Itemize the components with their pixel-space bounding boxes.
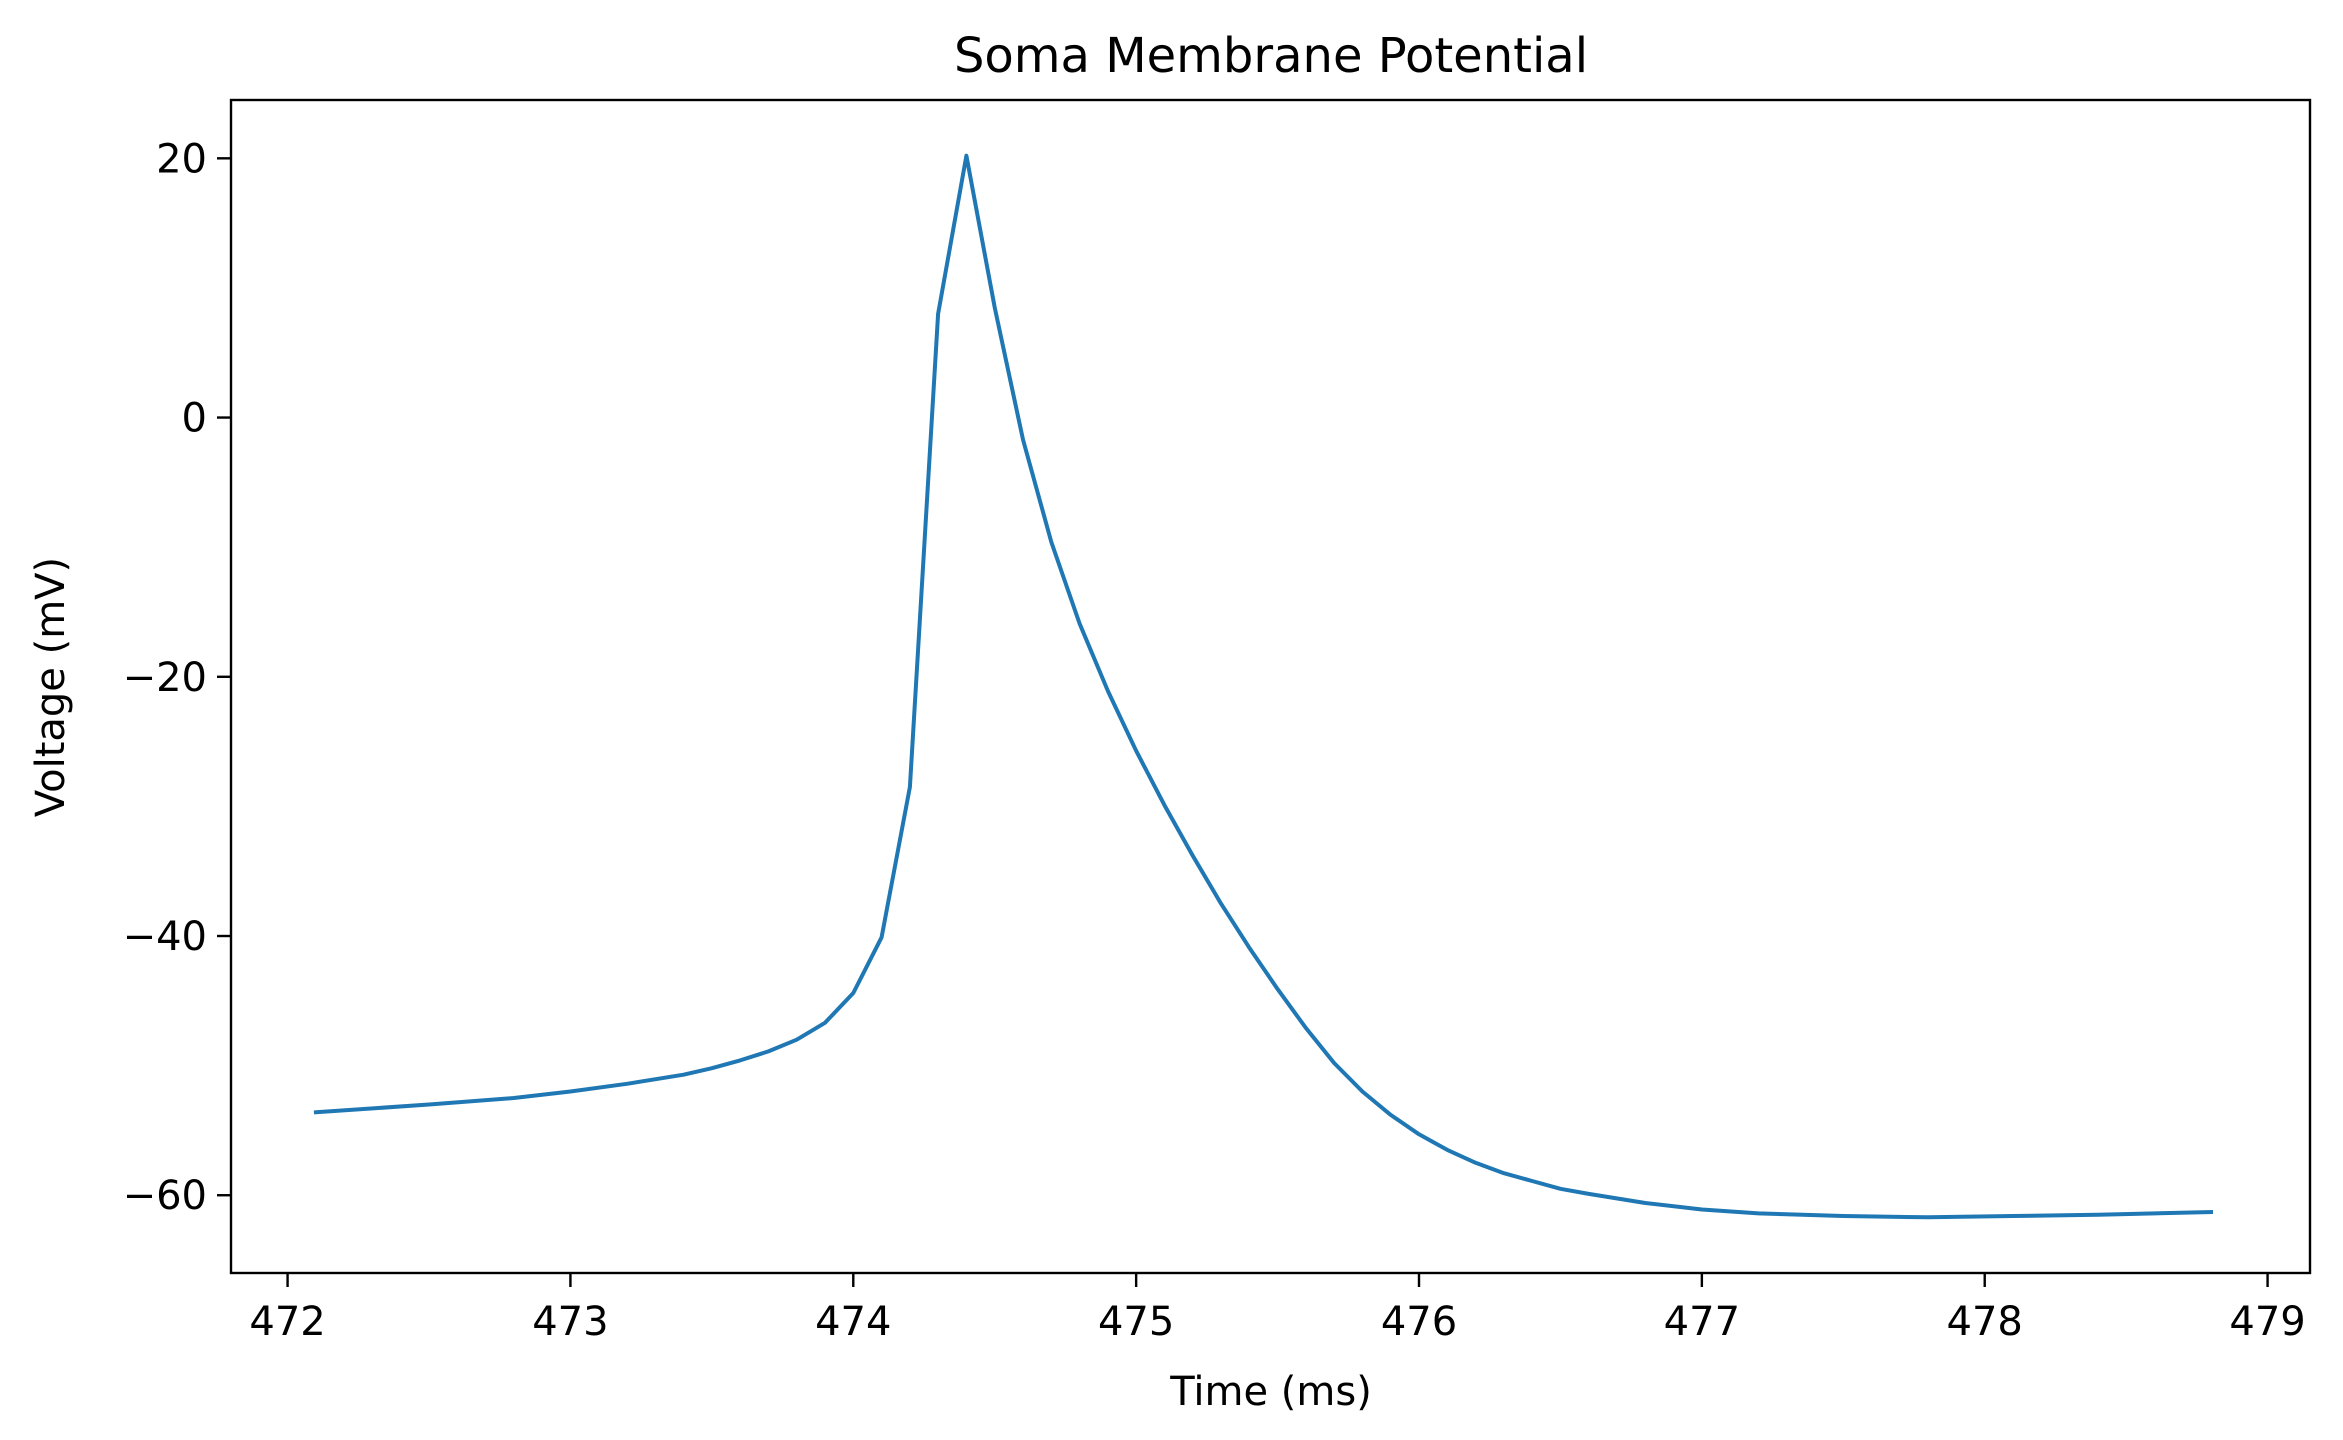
x-tick-label: 479 bbox=[2229, 1299, 2305, 1345]
x-tick-label: 477 bbox=[1664, 1299, 1740, 1345]
y-tick-label: −60 bbox=[123, 1173, 207, 1219]
y-tick-label: 0 bbox=[182, 396, 207, 442]
y-axis-ticks: 20 0 −20 −40 −60 bbox=[123, 136, 231, 1219]
y-tick-label: 20 bbox=[156, 136, 207, 182]
chart-title: Soma Membrane Potential bbox=[954, 28, 1588, 84]
x-tick-label: 472 bbox=[249, 1299, 325, 1345]
x-tick-label: 476 bbox=[1381, 1299, 1457, 1345]
x-tick-label: 473 bbox=[532, 1299, 608, 1345]
voltage-trace-line bbox=[313, 153, 2214, 1220]
plot-frame bbox=[229, 98, 2312, 1275]
x-axis-label: Time (ms) bbox=[1169, 1369, 1372, 1415]
y-tick-label: −20 bbox=[123, 655, 207, 701]
x-tick-label: 475 bbox=[1098, 1299, 1174, 1345]
y-tick-label: −40 bbox=[123, 914, 207, 960]
y-axis-label: Voltage (mV) bbox=[28, 557, 74, 817]
x-tick-label: 474 bbox=[815, 1299, 891, 1345]
x-tick-label: 478 bbox=[1947, 1299, 2023, 1345]
plot-lines bbox=[313, 153, 2214, 1220]
x-axis-ticks: 472 473 474 475 476 477 478 479 bbox=[249, 1273, 2306, 1345]
